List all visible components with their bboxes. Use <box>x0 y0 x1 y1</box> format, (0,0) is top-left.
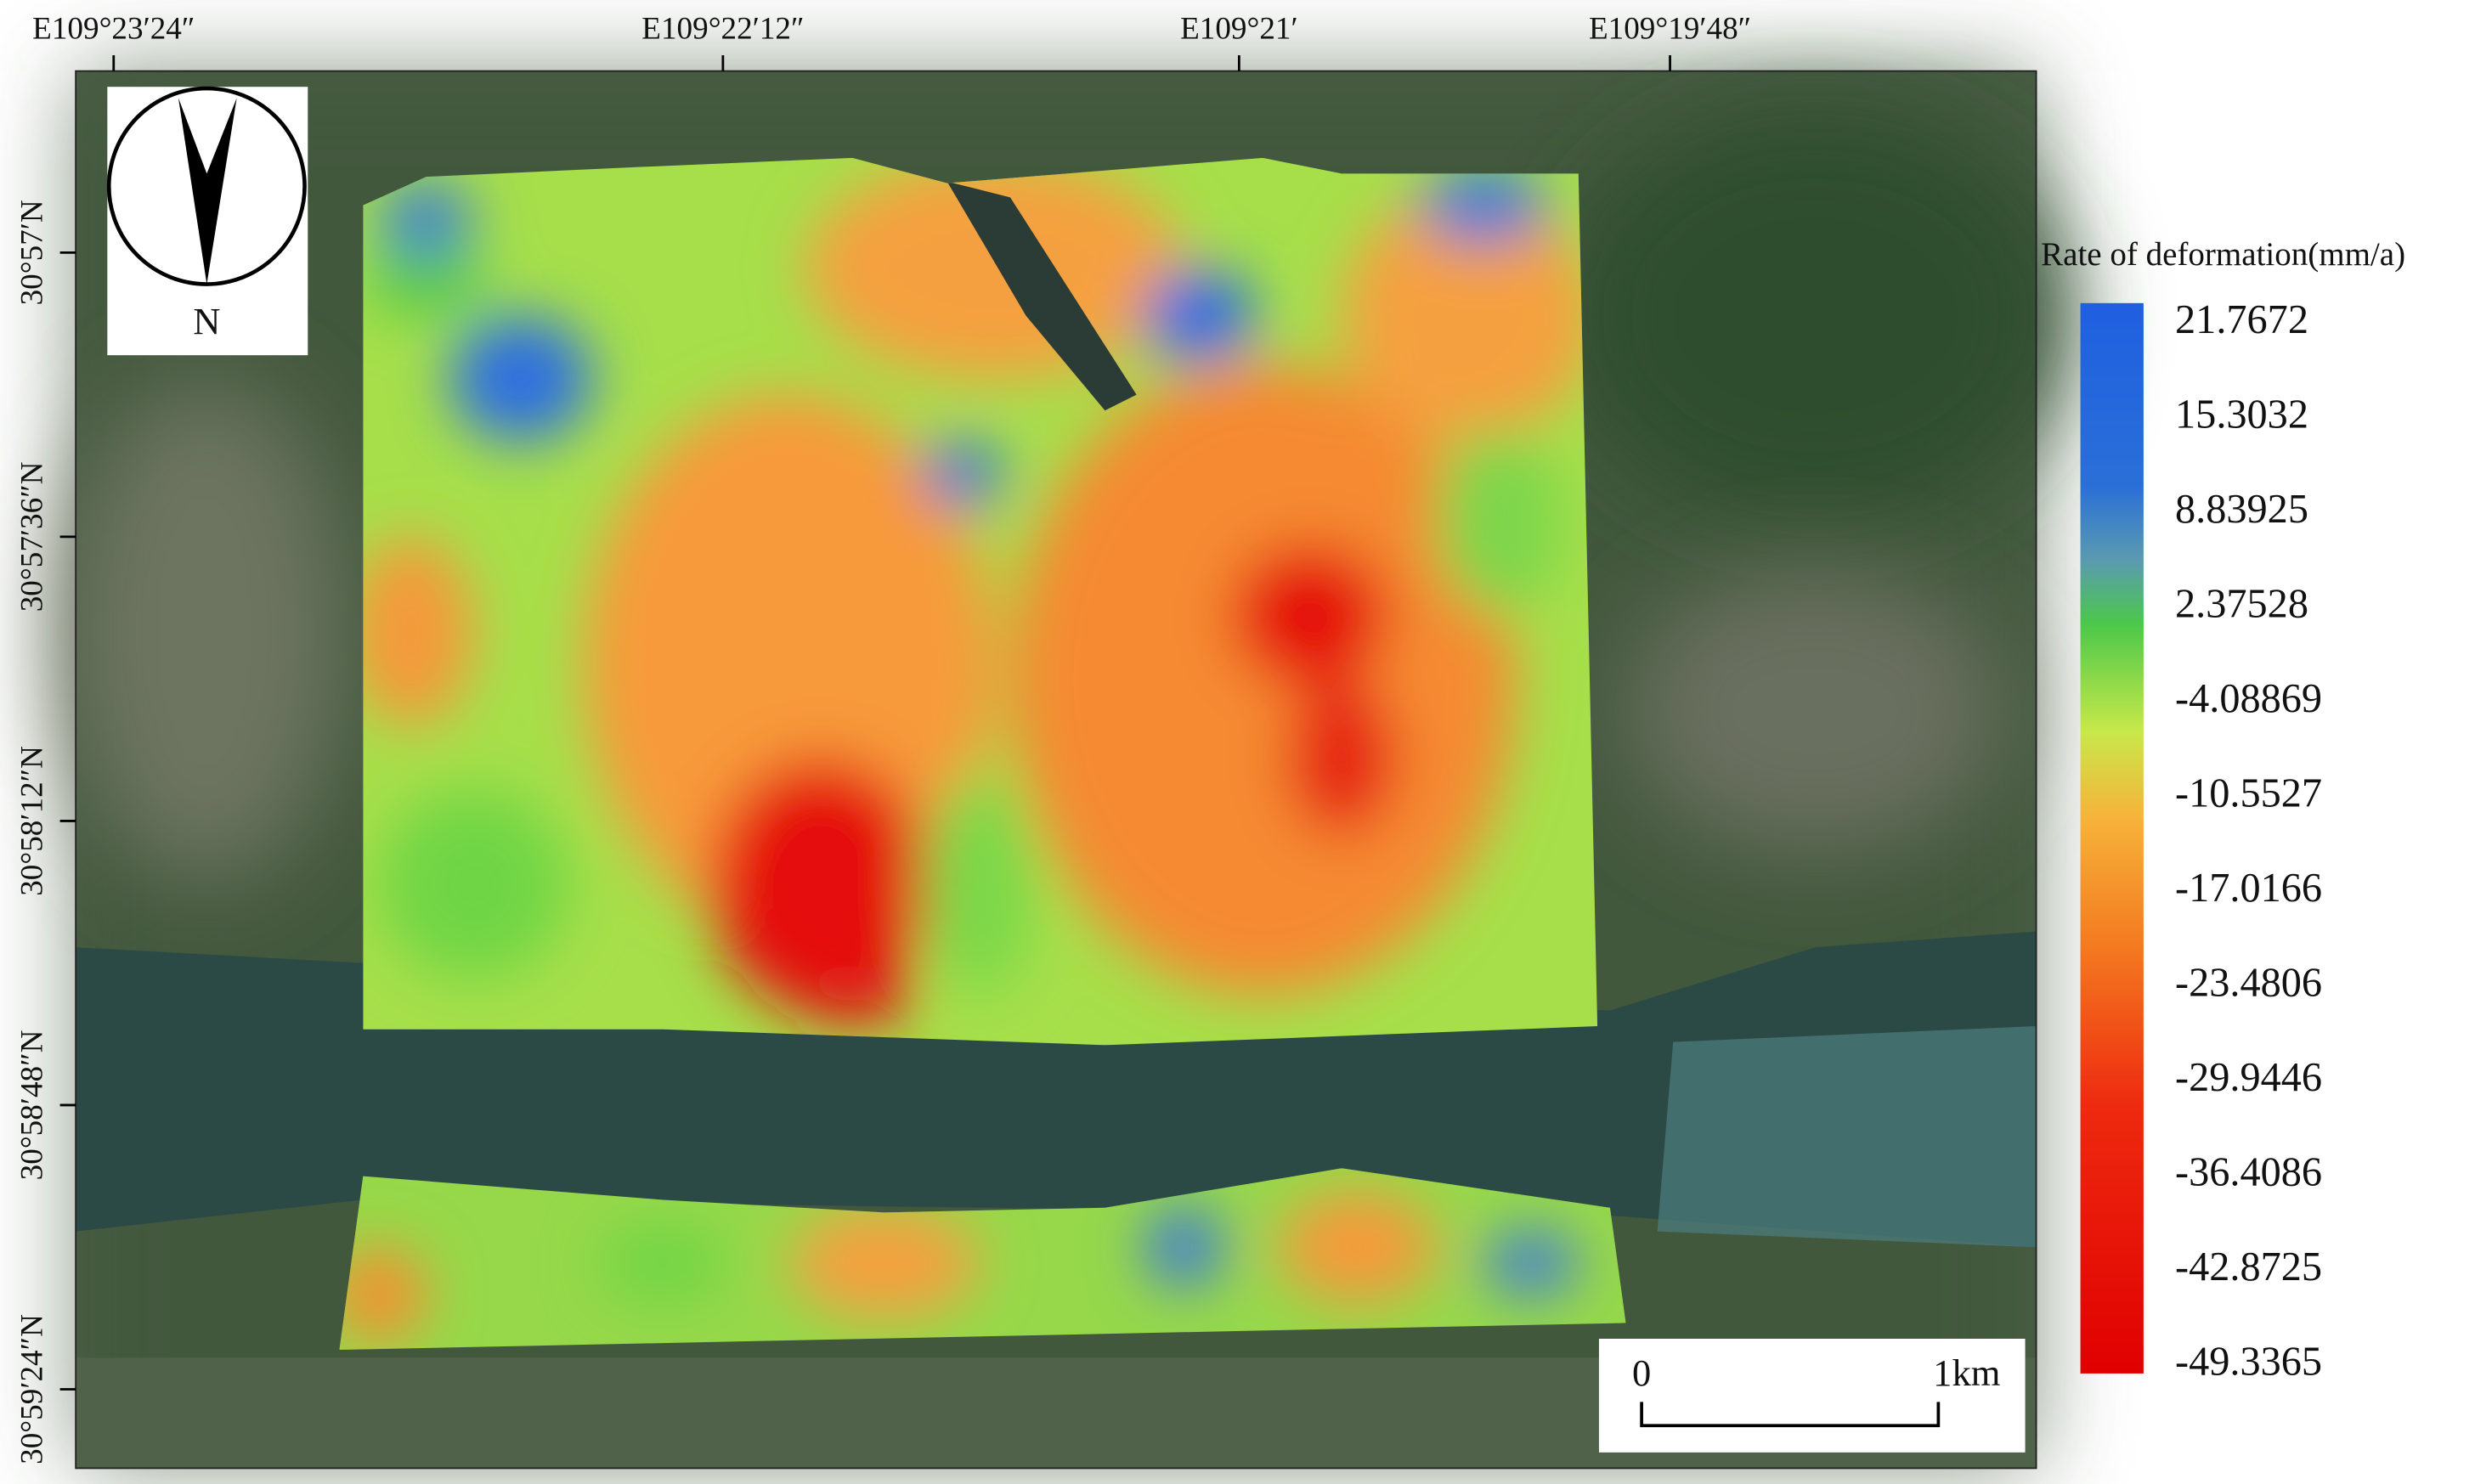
legend-value: -10.5527 <box>2175 771 2322 816</box>
latitude-label: 30°58′48″N <box>14 1030 49 1181</box>
legend-value: -42.8725 <box>2175 1244 2322 1289</box>
north-arrow <box>178 98 237 285</box>
deformation-area <box>339 1168 1626 1351</box>
latitude-label: 30°57′N <box>14 200 49 305</box>
longitude-label: E109°22′12″ <box>641 12 804 47</box>
legend-value: -49.3365 <box>2175 1340 2322 1385</box>
legend-values: 21.7672 15.3032 8.83925 2.37528 -4.08869 -10.… <box>2175 297 2322 1385</box>
north-label: N <box>193 300 220 342</box>
left-axis: 30°57′N 30°57′36″N 30°58′12″N 30°58′48″N 30°… <box>14 200 76 1464</box>
legend-value: 15.3032 <box>2175 392 2308 437</box>
scale-bar <box>1640 1402 1941 1428</box>
deformation-area <box>363 157 1598 1046</box>
latitude-label: 30°57′36″N <box>14 461 49 612</box>
legend-value: -36.4086 <box>2175 1150 2322 1195</box>
latitude-label: 30°58′12″N <box>14 746 49 896</box>
legend-title: Rate of deformation(mm/a) <box>2041 236 2405 273</box>
longitude-label: E109°23′24″ <box>32 12 195 47</box>
scale-end: 1km <box>1933 1351 2000 1394</box>
longitude-label: E109°21′ <box>1180 12 1298 47</box>
legend-value: -17.0166 <box>2175 866 2322 911</box>
legend-value: 2.37528 <box>2175 582 2308 627</box>
scale-start: 0 <box>1632 1351 1651 1394</box>
legend-value: -4.08869 <box>2175 676 2322 721</box>
latitude-label: 30°59′24″N <box>14 1314 49 1464</box>
longitude-label: E109°19′48″ <box>1589 12 1751 47</box>
top-axis: E109°23′24″ E109°22′12″ E109°21′ E109°19′48… <box>32 12 1751 71</box>
legend-value: 21.7672 <box>2175 297 2308 342</box>
color-bar <box>2080 302 2144 1374</box>
legend-value: 8.83925 <box>2175 487 2308 532</box>
legend-value: -23.4806 <box>2175 961 2322 1006</box>
legend-value: -29.9446 <box>2175 1055 2322 1100</box>
scale-bar-box <box>1598 1339 2026 1453</box>
